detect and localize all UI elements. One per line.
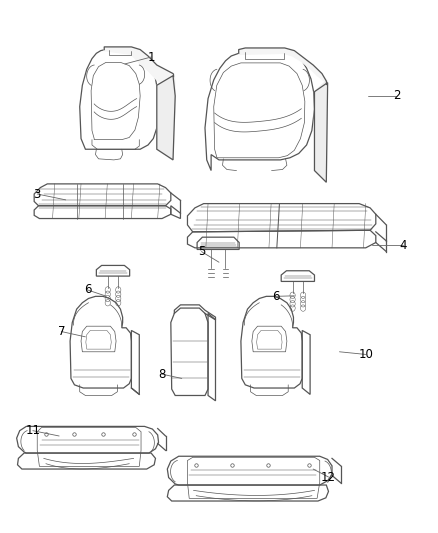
Polygon shape <box>239 48 326 83</box>
Text: 8: 8 <box>159 368 166 381</box>
Text: 2: 2 <box>392 90 400 102</box>
Text: 7: 7 <box>57 325 65 338</box>
Polygon shape <box>314 81 328 182</box>
Text: 6: 6 <box>84 284 92 296</box>
Polygon shape <box>104 47 173 83</box>
Text: 4: 4 <box>399 239 407 252</box>
Polygon shape <box>157 76 175 160</box>
Text: 6: 6 <box>272 290 280 303</box>
Text: 10: 10 <box>358 348 373 361</box>
Text: 3: 3 <box>34 188 41 200</box>
Text: 5: 5 <box>198 245 205 258</box>
Text: 1: 1 <box>147 51 155 63</box>
Text: 11: 11 <box>25 424 40 437</box>
Text: 12: 12 <box>321 471 336 483</box>
